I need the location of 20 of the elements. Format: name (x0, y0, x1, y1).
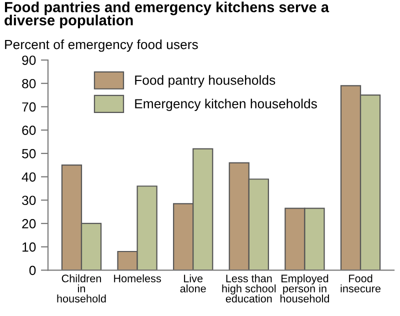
y-tick-label: 10 (22, 242, 36, 252)
y-tick-label: 40 (22, 172, 36, 182)
y-tick-label: 80 (22, 78, 36, 88)
y-axis-title: Percent of emergency food users (5, 40, 198, 52)
x-tick-label: Employed person in household (280, 274, 330, 302)
y-tick-label: 30 (22, 196, 36, 206)
legend-label: Emergency kitchen households (135, 98, 317, 112)
x-tick-label: Live alone (180, 274, 206, 292)
x-tick-label: Homeless (114, 274, 161, 282)
y-tick-label: 20 (22, 219, 36, 228)
y-tick-label: 90 (22, 56, 36, 65)
legend-label: Food pantry households (135, 75, 276, 88)
y-tick-label: 50 (22, 149, 36, 158)
x-tick-label: Food insecure (340, 274, 381, 292)
chart-title: Food pantries and emergency kitchens serve a diverse population (4, 2, 330, 28)
x-tick-label: Children in household (57, 274, 106, 302)
y-tick-label: 60 (22, 126, 36, 135)
y-tick-label: 70 (22, 102, 36, 112)
x-tick-label: Less than high school education (222, 274, 276, 302)
y-tick-label: 0 (29, 266, 36, 276)
